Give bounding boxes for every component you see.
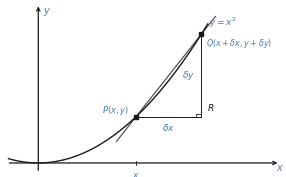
Text: $x$: $x$	[276, 163, 284, 173]
Text: $\delta y$: $\delta y$	[182, 69, 195, 82]
Text: $y = x^2$: $y = x^2$	[208, 16, 236, 30]
Text: $y$: $y$	[43, 6, 51, 18]
Text: $Q(x + \delta x, y + \delta y)$: $Q(x + \delta x, y + \delta y)$	[206, 37, 272, 50]
Text: $x$: $x$	[132, 170, 140, 177]
Text: $\delta x$: $\delta x$	[162, 122, 175, 133]
Text: $P(x, y)$: $P(x, y)$	[102, 104, 129, 117]
Text: $R$: $R$	[207, 102, 214, 113]
